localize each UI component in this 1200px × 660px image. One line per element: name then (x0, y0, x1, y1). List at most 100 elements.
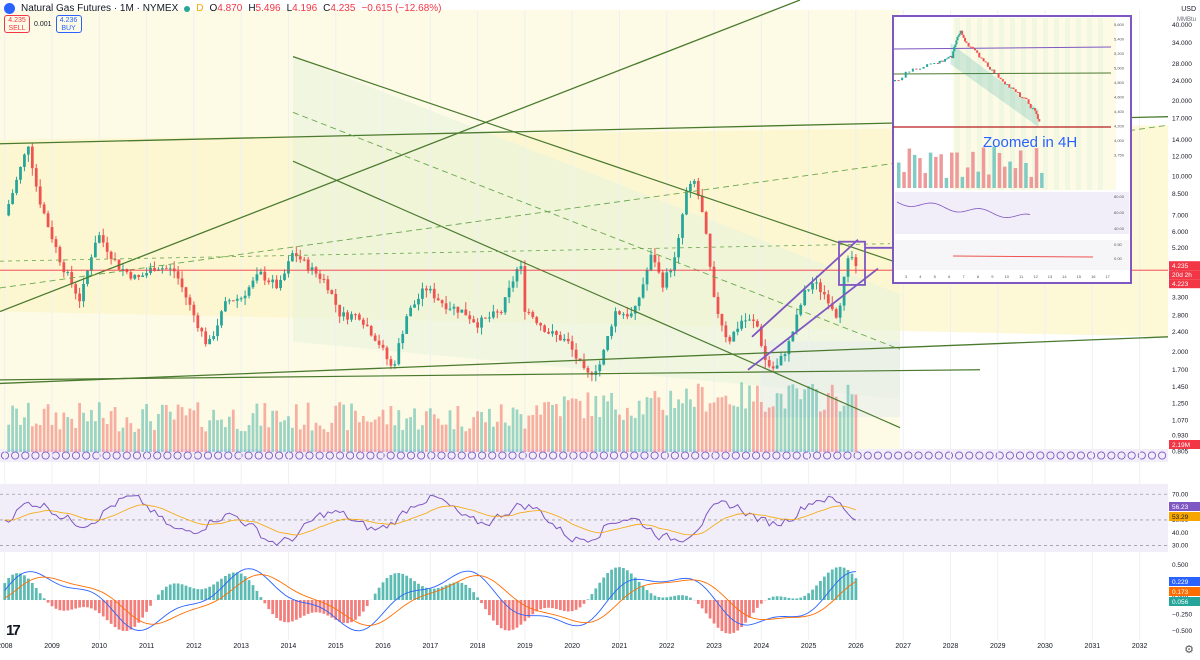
volume-bar (846, 384, 850, 452)
price-axis-tick: 17.000 (1172, 116, 1192, 123)
inset-candle (952, 51, 955, 59)
candle (748, 319, 751, 321)
price-axis-tick: 1.450 (1172, 384, 1189, 391)
candle (779, 355, 783, 366)
volume-bar (125, 417, 129, 452)
sell-button[interactable]: 4.235 SELL (4, 15, 30, 33)
symbol-title[interactable]: Natural Gas Futures · 1M · NYMEX (21, 3, 179, 14)
divider-ring-icon (752, 451, 761, 460)
candle (78, 293, 81, 302)
spread-value: 0.001 (34, 20, 52, 28)
inset-candle (944, 59, 946, 62)
volume-bar (551, 404, 554, 452)
inset-y-tick: 4,000 (1114, 138, 1125, 143)
macd-histogram-bar (334, 600, 338, 620)
candle (795, 314, 799, 332)
volume-bar (314, 422, 318, 452)
last-price-value: 4.235 (1172, 263, 1189, 270)
candle (101, 235, 105, 243)
macd-histogram-bar (523, 600, 527, 622)
candle (97, 235, 101, 243)
volume-bar (298, 429, 302, 452)
price-change: −0.615 (−12.68%) (361, 3, 442, 14)
volume-bar (771, 406, 775, 452)
macd-line (4, 568, 856, 632)
macd-histogram-bar (287, 600, 290, 623)
volume-bar (645, 397, 649, 452)
volume-bar (192, 410, 196, 452)
inset-volume-bar (939, 154, 943, 188)
ascending-channel-upper (0, 0, 801, 313)
macd-histogram-bar (685, 595, 688, 600)
volume-bar (428, 408, 432, 452)
volume-bar (783, 408, 787, 452)
candle (558, 334, 562, 341)
volume-bar (779, 393, 783, 452)
buy-price: 4.236 (59, 17, 78, 24)
candle (342, 312, 346, 317)
macd-histogram-bar (279, 600, 282, 621)
candle (409, 307, 412, 317)
macd-histogram-bar (476, 597, 479, 600)
macd-histogram-bar (491, 600, 495, 621)
rsi-value-tag (1169, 502, 1200, 511)
descending-channel-fill (293, 56, 900, 400)
macd-histogram-bar (822, 576, 826, 600)
volume-bar (54, 412, 58, 452)
macd-histogram-bar (649, 593, 653, 600)
candle (523, 266, 527, 312)
inset-volume-bar (965, 167, 970, 188)
inset-volume-bar (1040, 172, 1044, 188)
symbol-header: Natural Gas Futures · 1M · NYMEX D O4.87… (4, 3, 442, 14)
volume-bar (310, 430, 314, 452)
inset-candle (951, 55, 954, 59)
settings-gear-icon[interactable]: ⚙ (1184, 644, 1194, 656)
macd-histogram-bar (708, 600, 712, 619)
macd-histogram-bar (409, 578, 412, 600)
tradingview-logo-icon[interactable]: 17 (6, 622, 21, 639)
inset-volume-bar (918, 158, 922, 188)
candle (732, 331, 736, 342)
divider-ring-icon (498, 451, 507, 460)
volume-bar (350, 403, 353, 452)
macd-histogram-bar (815, 585, 818, 600)
price-axis-tick: 8.500 (1172, 191, 1189, 198)
volume-bar (440, 424, 444, 452)
inset-volume-bar (1008, 161, 1012, 188)
volume-bar (141, 409, 145, 452)
macd-histogram-bar (271, 600, 275, 615)
currency-label[interactable]: USD (1181, 6, 1196, 13)
divider-ring-icon (944, 451, 954, 460)
macd-histogram-bar (23, 575, 26, 600)
volume-bar (365, 421, 369, 452)
candle (196, 315, 200, 329)
volume-bar (704, 411, 708, 452)
volume-bar (649, 398, 653, 452)
symbol-logo-icon (4, 3, 15, 14)
volume-bar (15, 408, 18, 452)
candle (153, 267, 156, 271)
ohlc-low: L4.196 (286, 3, 318, 14)
volume-bar (330, 422, 334, 452)
buy-button[interactable]: 4.236 BUY (55, 15, 82, 33)
inset-candle (954, 44, 957, 48)
rsi-ma-value: 53.29 (1172, 514, 1189, 521)
volume-bar (791, 384, 795, 452)
volume-bar (503, 422, 507, 452)
macd-histogram-bar (819, 581, 822, 600)
volume-bar (338, 402, 342, 452)
inset-candle (1001, 79, 1004, 82)
macd-histogram-bar (318, 600, 322, 613)
price-axis-tick: 10.000 (1172, 173, 1192, 180)
macd-histogram-bar (645, 590, 649, 600)
macd-histogram-bar (306, 600, 310, 614)
macd-histogram-bar (799, 597, 803, 600)
candle (460, 309, 464, 313)
candle (637, 297, 641, 307)
volume-bar (176, 404, 180, 452)
inset-volume-bar (912, 154, 917, 188)
volume-bar (716, 397, 720, 452)
candle (468, 315, 472, 320)
volume-bar (153, 429, 156, 452)
